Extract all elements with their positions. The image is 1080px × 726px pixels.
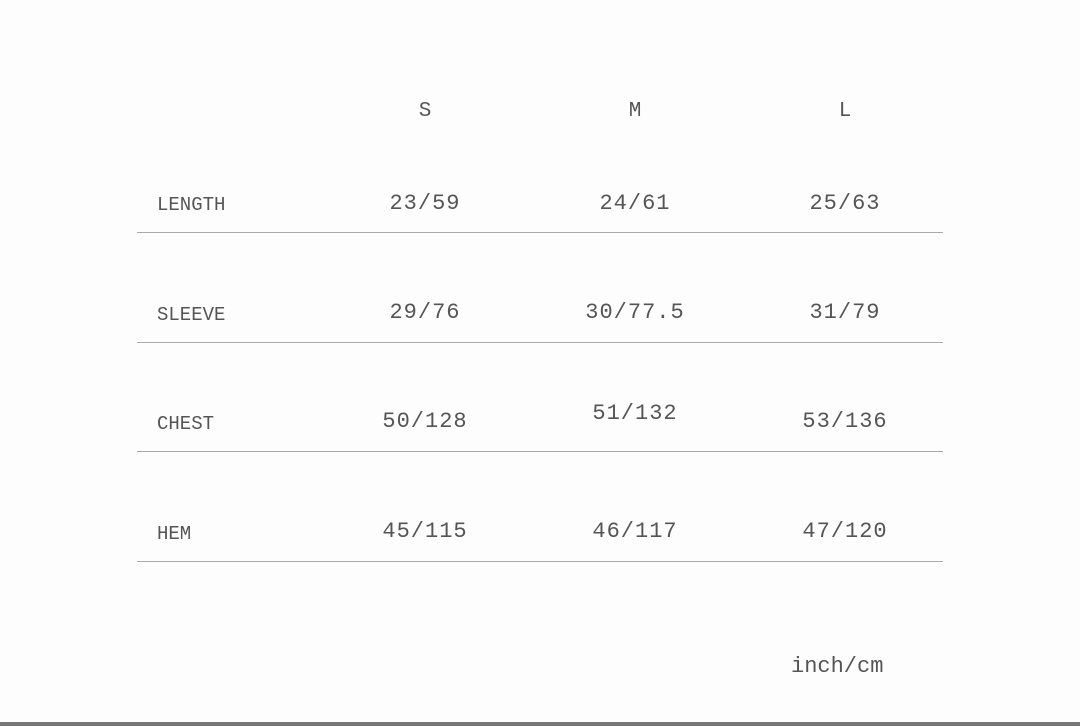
row-label-hem: HEM bbox=[157, 523, 192, 545]
table-cell: 23/59 bbox=[389, 191, 461, 216]
unit-note: inch/cm bbox=[791, 654, 884, 679]
row-divider bbox=[137, 232, 943, 233]
table-cell: 51/132 bbox=[592, 401, 678, 426]
bottom-border bbox=[0, 722, 1080, 726]
table-cell: 45/115 bbox=[382, 519, 468, 544]
table-cell: 46/117 bbox=[592, 519, 678, 544]
column-header-s: S bbox=[418, 100, 432, 123]
table-cell: 47/120 bbox=[802, 519, 888, 544]
table-cell: 31/79 bbox=[809, 300, 881, 325]
row-label-sleeve: SLEEVE bbox=[157, 304, 226, 326]
row-divider bbox=[137, 561, 943, 562]
table-cell: 25/63 bbox=[809, 191, 881, 216]
table-cell: 53/136 bbox=[802, 409, 888, 434]
row-label-chest: CHEST bbox=[157, 413, 215, 435]
table-cell: 29/76 bbox=[389, 300, 461, 325]
column-header-m: M bbox=[628, 100, 642, 123]
column-header-l: L bbox=[838, 100, 852, 123]
row-divider bbox=[137, 342, 943, 343]
table-cell: 24/61 bbox=[599, 191, 671, 216]
table-cell: 50/128 bbox=[382, 409, 468, 434]
table-cell: 30/77.5 bbox=[585, 300, 685, 325]
row-divider bbox=[137, 451, 943, 452]
row-label-length: LENGTH bbox=[157, 194, 226, 216]
